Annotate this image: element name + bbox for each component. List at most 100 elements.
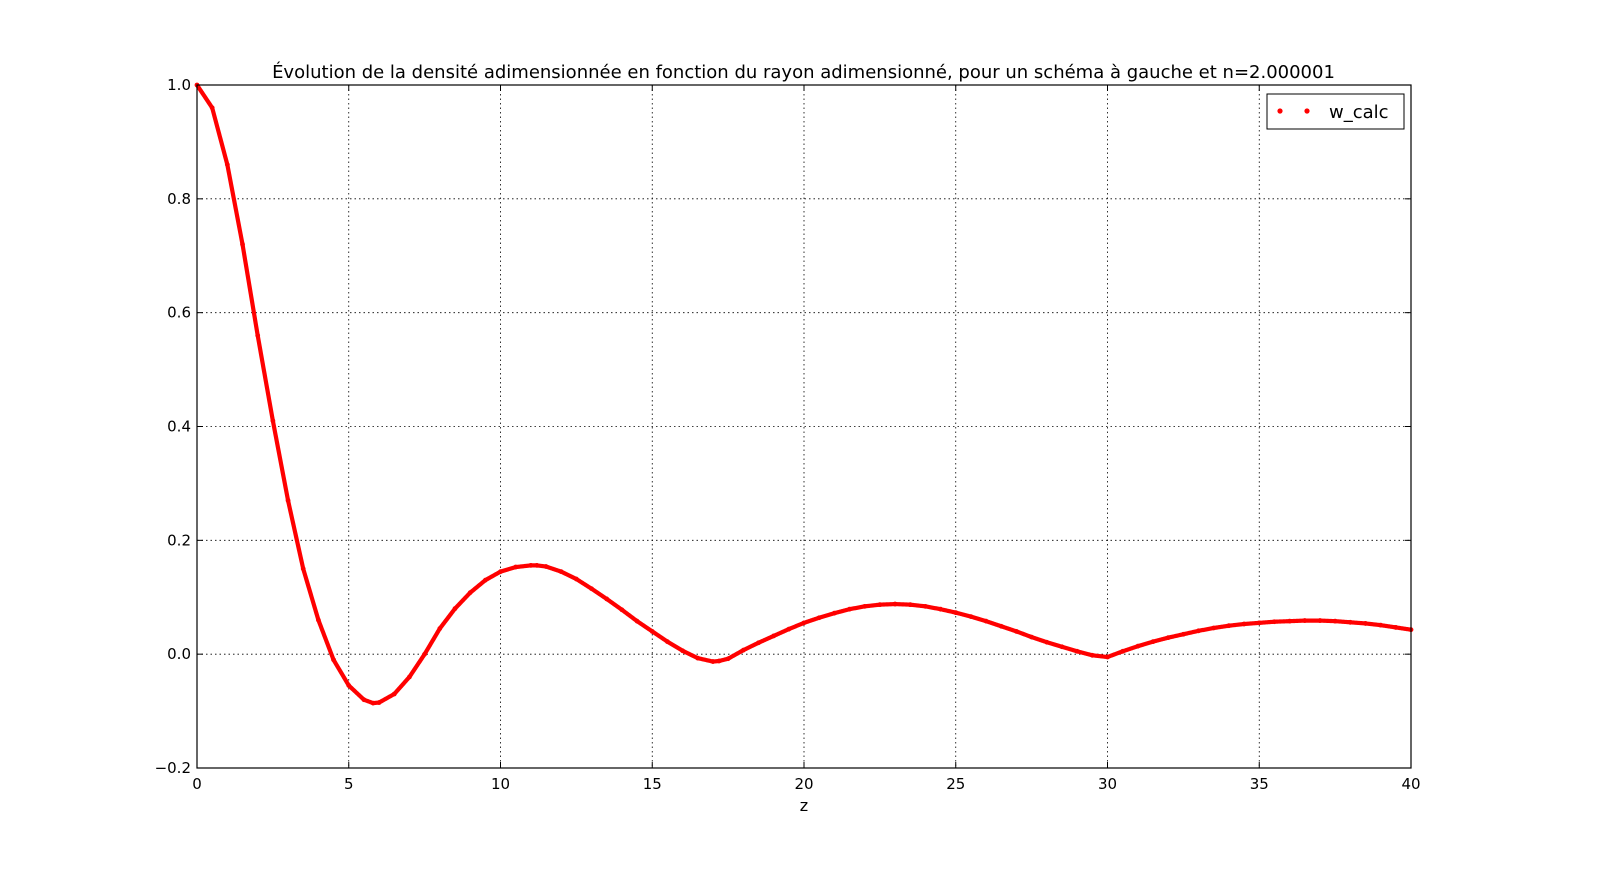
data-point [1332, 618, 1338, 624]
grid [197, 85, 1411, 768]
data-point [1272, 619, 1277, 625]
data-point [665, 639, 670, 645]
data-point [1256, 620, 1262, 626]
legend-box [1266, 93, 1405, 130]
data-point [255, 333, 261, 338]
data-point [346, 683, 352, 688]
y-tick-label: 0.8 [167, 190, 191, 208]
y-tick-label: 0.4 [167, 418, 191, 436]
data-point [437, 626, 443, 631]
axis-ticks: 0 5 10 15 20 25 30 35 40 −0.2 0.0 0.2 0.4 0.6 0.8 1.0 [155, 76, 1421, 793]
data-point [877, 602, 883, 608]
data-point [1120, 648, 1126, 654]
data-point [407, 674, 412, 680]
x-tick-label: 40 [1401, 775, 1420, 793]
data-point [1029, 634, 1035, 640]
legend-marker-dot [1277, 108, 1283, 114]
data-point [649, 629, 655, 634]
data-point [938, 606, 943, 612]
data-point [1241, 621, 1247, 627]
data-point [224, 162, 230, 168]
legend: w_calc [1266, 93, 1405, 130]
y-tick-label: 0.6 [167, 304, 191, 322]
x-tick-label: 30 [1098, 775, 1117, 793]
data-point [983, 618, 989, 624]
y-tick-label: 1.0 [167, 76, 191, 94]
data-point [953, 610, 959, 616]
data-point [862, 603, 868, 609]
y-tick-label: 0.2 [167, 531, 191, 549]
data-point [361, 697, 367, 703]
data-point [710, 659, 716, 664]
data-point [716, 658, 722, 664]
data-point [1044, 639, 1050, 645]
data-point [1211, 625, 1217, 631]
data-point [1363, 621, 1368, 626]
data-point [1105, 654, 1110, 660]
data-point [467, 590, 473, 596]
data-point [831, 610, 837, 616]
data-point [1089, 652, 1095, 658]
data-point [1180, 631, 1186, 637]
data-point [847, 606, 852, 612]
data-point [816, 615, 822, 621]
data-point [680, 648, 685, 654]
data-point [892, 601, 898, 607]
data-point [376, 700, 382, 705]
data-point [1014, 629, 1019, 634]
data-point [1226, 623, 1232, 629]
x-tick-label: 5 [344, 775, 354, 793]
data-point [695, 655, 701, 661]
data-point [968, 614, 974, 620]
data-point [543, 564, 549, 569]
data-point [725, 656, 731, 662]
chart-title: Évolution de la densité adimensionnée en… [272, 61, 1335, 83]
data-point [270, 418, 276, 424]
x-tick-label: 25 [946, 775, 965, 793]
data-point [801, 620, 807, 626]
data-point [619, 607, 625, 613]
data-point [1150, 639, 1156, 645]
data-point [786, 626, 792, 632]
data-point [907, 602, 913, 608]
data-point [422, 651, 428, 657]
data-point [316, 617, 321, 623]
data-point [534, 562, 540, 568]
x-tick-label: 15 [643, 775, 662, 793]
data-point [756, 640, 761, 646]
data-point [331, 657, 336, 663]
y-tick-label: 0.0 [167, 645, 191, 663]
data-point [1135, 643, 1141, 649]
legend-entry-w-calc: w_calc [1329, 102, 1389, 123]
data-point [482, 577, 488, 583]
data-point [513, 564, 519, 570]
data-point [740, 647, 746, 653]
data-point [634, 618, 640, 624]
data-point [1287, 618, 1292, 624]
data-point [1317, 618, 1323, 623]
data-point [391, 691, 397, 697]
data-point [452, 606, 458, 612]
data-point [300, 566, 306, 572]
data-point [1378, 622, 1384, 628]
series-curve [194, 82, 1414, 706]
legend-marker-dot [1304, 108, 1310, 114]
data-point [1347, 619, 1353, 625]
data-point [923, 603, 928, 609]
data-point [998, 623, 1004, 629]
data-point [1165, 635, 1171, 641]
x-tick-label: 20 [794, 775, 813, 793]
data-point [370, 700, 376, 706]
data-point [771, 633, 777, 639]
x-tick-label: 10 [491, 775, 510, 793]
data-point [573, 576, 579, 582]
data-point [558, 569, 564, 575]
data-point [1074, 648, 1080, 654]
data-point [498, 569, 503, 575]
data-series-w-calc [194, 82, 1414, 706]
data-point [1302, 618, 1308, 623]
x-tick-label: 35 [1250, 775, 1269, 793]
data-point [209, 105, 215, 111]
